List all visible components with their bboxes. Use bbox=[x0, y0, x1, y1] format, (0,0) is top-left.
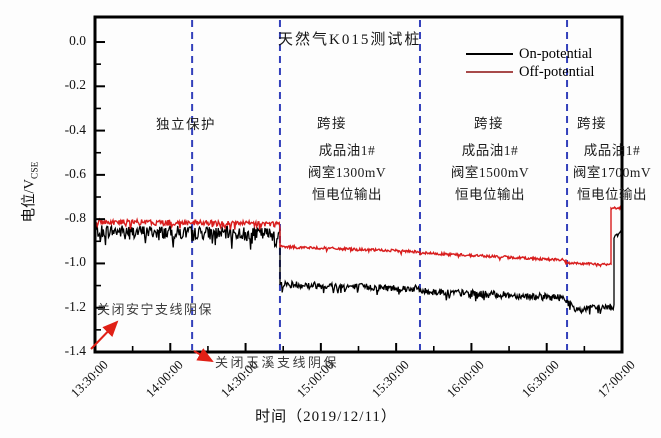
annotation-block-line: 成品油1# bbox=[318, 143, 376, 158]
y-axis-label-text: 电位/V bbox=[21, 178, 38, 223]
event-note: 关闭玉溪支线阴保 bbox=[215, 355, 340, 370]
annotation-block-line: 成品油1# bbox=[461, 143, 519, 158]
annotation-block-line: 阀室1500mV bbox=[450, 165, 530, 180]
legend: On-potential Off-potential bbox=[466, 45, 594, 81]
event-note: 关闭安宁支线阴保 bbox=[97, 302, 214, 317]
y-tick-label: -1.0 bbox=[64, 254, 86, 270]
annotation-block: 成品油1# 阀室1300mV 恒电位输出 bbox=[308, 140, 386, 206]
region-label: 独立保护 bbox=[156, 117, 216, 132]
y-tick-label: -0.8 bbox=[64, 210, 86, 226]
annotation-arrow bbox=[90, 320, 119, 350]
annotation-block-line: 阀室1700mV bbox=[572, 165, 652, 180]
y-tick-label: -0.2 bbox=[64, 77, 86, 93]
legend-entry-off-potential: Off-potential bbox=[466, 63, 594, 81]
x-axis-label: 时间（2019/12/11） bbox=[255, 409, 397, 425]
plot-frame bbox=[93, 15, 624, 354]
annotation-block-line: 成品油1# bbox=[583, 143, 641, 158]
y-tick-label: -1.4 bbox=[64, 343, 86, 358]
annotation-block-line: 恒电位输出 bbox=[455, 187, 525, 202]
annotation-block: 成品油1# 阀室1500mV 恒电位输出 bbox=[451, 140, 529, 206]
series-on-potential bbox=[94, 224, 623, 315]
legend-line-sample bbox=[466, 53, 513, 55]
annotation-arrow bbox=[193, 348, 214, 362]
y-axis-label-subscript: CSE bbox=[30, 161, 41, 179]
y-axis-label: 电位/VCSE bbox=[18, 162, 41, 223]
chart-title: 天然气K015测试桩 bbox=[278, 32, 422, 48]
annotation-block-line: 恒电位输出 bbox=[312, 187, 382, 202]
region-label: 跨接 bbox=[317, 116, 347, 131]
region-label: 跨接 bbox=[577, 116, 607, 131]
y-tick-label: 0.0 bbox=[69, 33, 86, 49]
legend-entry-on-potential: On-potential bbox=[466, 45, 594, 63]
annotation-block-line: 阀室1300mV bbox=[307, 165, 387, 180]
y-tick-label: -1.2 bbox=[64, 298, 86, 314]
y-tick-label: -0.6 bbox=[64, 165, 86, 181]
y-tick-label: -0.4 bbox=[64, 121, 86, 137]
legend-label: On-potential bbox=[519, 45, 593, 62]
region-label: 跨接 bbox=[474, 116, 504, 131]
legend-label: Off-potential bbox=[519, 63, 595, 80]
series-off-potential bbox=[94, 205, 623, 268]
legend-line-sample bbox=[466, 71, 513, 73]
annotation-block-line: 恒电位输出 bbox=[577, 187, 647, 202]
annotation-block: 成品油1# 阀室1700mV 恒电位输出 bbox=[573, 140, 651, 206]
